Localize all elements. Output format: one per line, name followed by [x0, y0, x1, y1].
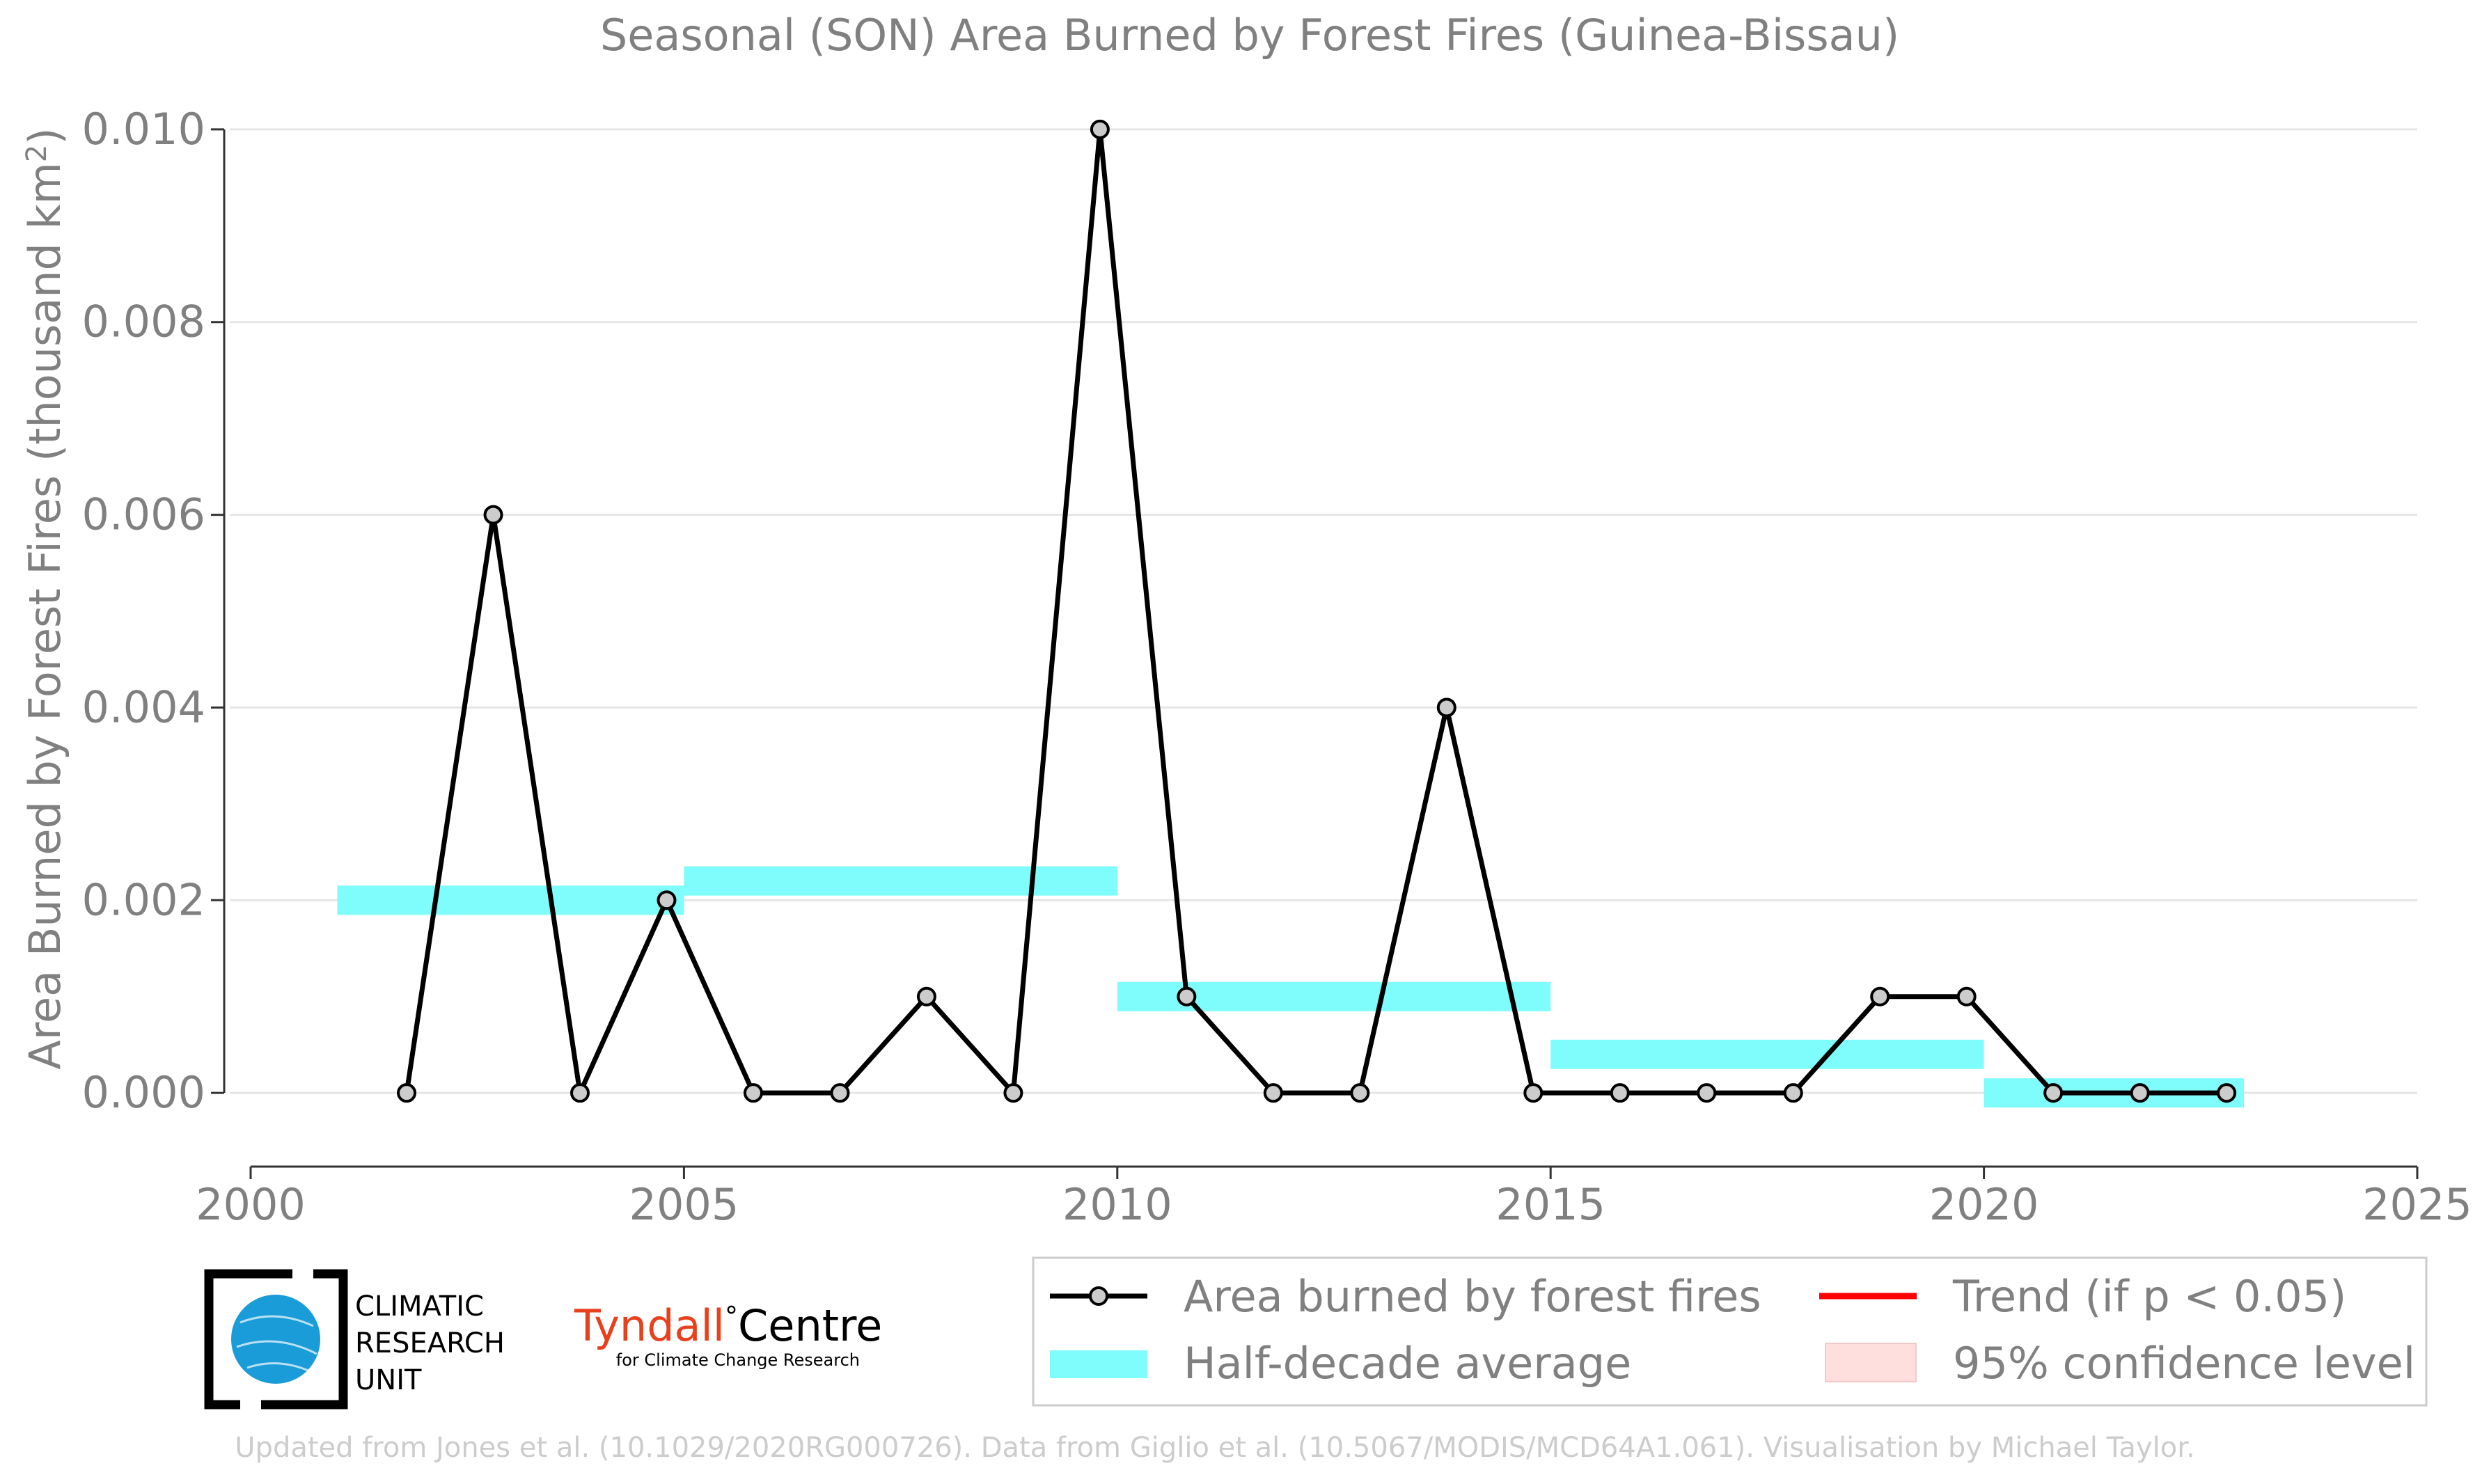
- data-point: [2043, 1083, 2064, 1103]
- cru-bracket-left: [204, 1269, 292, 1410]
- y-tick-label: 0.004: [82, 681, 206, 732]
- axes: [223, 129, 2417, 1168]
- data-point: [1436, 697, 1456, 718]
- tyndall-degree: °: [725, 1301, 738, 1332]
- data-point: [1523, 1083, 1544, 1103]
- data-point: [830, 1083, 850, 1103]
- tyndall-name-b: Centre: [738, 1300, 882, 1351]
- chart-title: Seasonal (SON) Area Burned by Forest Fir…: [600, 10, 1899, 61]
- data-point: [1350, 1083, 1370, 1103]
- y-tick-label: 0.010: [82, 104, 206, 155]
- half-decade-band: [684, 866, 1117, 896]
- data-points: [397, 119, 2237, 1103]
- x-tick-label: 2015: [1495, 1179, 1605, 1230]
- tyndall-name: Tyndall°Centre: [574, 1300, 882, 1351]
- legend-label-trend: Trend (if p < 0.05): [1952, 1271, 2346, 1322]
- data-point: [2217, 1083, 2237, 1103]
- tyndall-subtitle: for Climate Change Research: [616, 1350, 860, 1370]
- credit-line: Updated from Jones et al. (10.1029/2020R…: [235, 1432, 2194, 1464]
- data-point: [570, 1083, 590, 1103]
- x-tick-label: 2010: [1062, 1179, 1172, 1230]
- data-point: [1697, 1083, 1717, 1103]
- data-point: [743, 1083, 763, 1103]
- y-tick-label: 0.008: [82, 297, 206, 347]
- y-tick-label: 0.006: [82, 489, 206, 540]
- globe-lines: [236, 1315, 317, 1373]
- legend-band-icon: [1050, 1350, 1147, 1378]
- data-point: [1956, 986, 1977, 1007]
- x-tick-label: 2025: [2362, 1179, 2472, 1230]
- y-tick-label: 0.002: [82, 874, 206, 925]
- legend-marker-icon: [1089, 1286, 1108, 1306]
- legend-entry-confidence: 95% confidence level: [1825, 1338, 2415, 1389]
- legend-label-area-burned: Area burned by forest fires: [1184, 1271, 1761, 1322]
- cru-logo-line-2: RESEARCH: [355, 1327, 505, 1359]
- series-line: [404, 129, 2227, 1102]
- data-point: [1177, 986, 1197, 1007]
- globe-icon: [231, 1295, 320, 1384]
- legend-confidence-icon: [1825, 1343, 1917, 1382]
- cru-logo: CLIMATIC RESEARCH UNIT: [204, 1269, 505, 1410]
- half-decade-bands: [337, 866, 2245, 1108]
- data-point: [1263, 1083, 1283, 1103]
- area-burned-line: [404, 129, 2227, 1102]
- tyndall-name-a: Tyndall: [574, 1300, 725, 1351]
- legend-entry-half-decade: Half-decade average: [1050, 1338, 1631, 1389]
- legend: Area burned by forest fires Trend (if p …: [1032, 1256, 2428, 1407]
- tyndall-logo: Tyndall°Centre for Climate Change Resear…: [574, 1300, 882, 1370]
- x-tick-label: 2005: [629, 1179, 739, 1230]
- y-axis-ticks: 0.000 0.002 0.004 0.006 0.008 0.010: [82, 104, 224, 1118]
- legend-entry-trend: Trend (if p < 0.05): [1819, 1271, 2346, 1322]
- data-point: [1783, 1083, 1803, 1103]
- data-point: [657, 890, 677, 910]
- cru-bracket-right: [261, 1269, 348, 1410]
- data-point: [1610, 1083, 1630, 1103]
- half-decade-band: [337, 885, 684, 915]
- data-point: [397, 1083, 417, 1103]
- legend-entry-area-burned: Area burned by forest fires: [1050, 1271, 1761, 1322]
- cru-logo-line-1: CLIMATIC: [355, 1290, 484, 1323]
- cru-logo-line-3: UNIT: [355, 1364, 422, 1396]
- x-tick-label: 2000: [196, 1179, 306, 1230]
- half-decade-band: [1550, 1039, 1984, 1069]
- data-point: [483, 505, 503, 525]
- data-point: [1870, 986, 1890, 1007]
- data-point: [1090, 119, 1110, 139]
- data-point: [916, 986, 936, 1007]
- x-axis-ticks: 2000 2005 2010 2015 2020 2025: [196, 1167, 2472, 1230]
- legend-label-confidence: 95% confidence level: [1953, 1338, 2415, 1389]
- x-tick-label: 2020: [1929, 1179, 2039, 1230]
- data-point: [1003, 1083, 1023, 1103]
- data-point: [2130, 1083, 2150, 1103]
- legend-frame: [1032, 1256, 2428, 1407]
- y-axis-label: Area Burned by Forest Fires (thousand km…: [19, 127, 70, 1069]
- legend-label-half-decade: Half-decade average: [1184, 1338, 1631, 1389]
- y-tick-label: 0.000: [82, 1067, 206, 1118]
